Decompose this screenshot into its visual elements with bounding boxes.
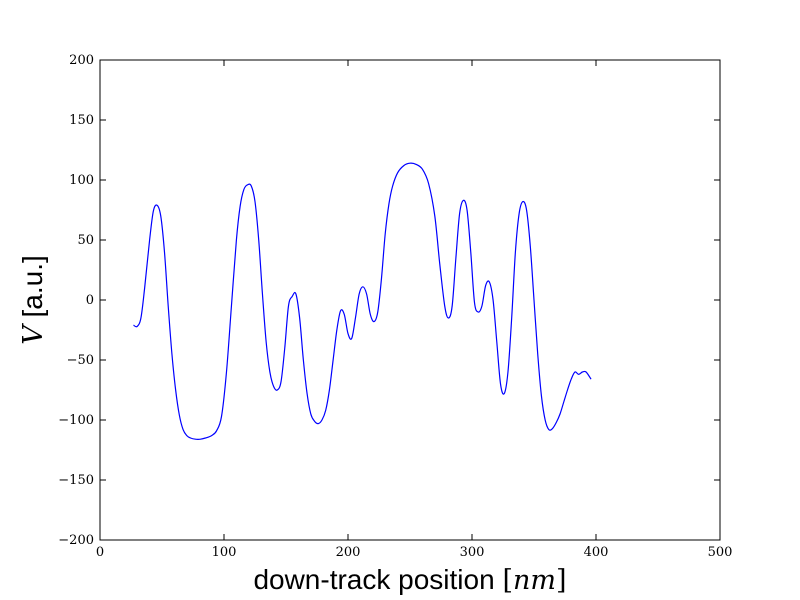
x-axis-label: down-track position [nm] [253, 564, 566, 596]
plot-background [100, 60, 720, 540]
y-tick-label: 100 [69, 173, 94, 188]
x-tick-label: 400 [584, 545, 609, 560]
y-tick-label: 50 [77, 233, 94, 248]
tick-labels: 0 100 200 300 400 500 −200 −150 −100 −50 0 50 100 150… [58, 53, 732, 560]
y-tick-label: 150 [69, 113, 94, 128]
plot-frame [99, 59, 721, 541]
x-tick-label: 0 [96, 545, 104, 560]
x-axis-unit-close: ] [556, 565, 567, 596]
y-tick-label: −200 [58, 533, 94, 548]
y-axis-label: V [a.u.] [17, 255, 49, 345]
x-tick-label: 200 [336, 545, 361, 560]
x-tick-label: 300 [460, 545, 485, 560]
y-axis-symbol: V [18, 323, 49, 345]
x-axis-unit: nm [513, 565, 556, 596]
x-tick-label: 500 [708, 545, 733, 560]
x-axis-unit-open: [ [502, 565, 513, 596]
y-tick-label: 0 [86, 293, 94, 308]
data-series-line [133, 162, 592, 440]
y-tick-label: −100 [58, 413, 94, 428]
y-tick-label: −50 [67, 353, 94, 368]
y-tick-label: 200 [69, 53, 94, 68]
y-tick-label: −150 [58, 473, 94, 488]
x-tick-label: 100 [212, 545, 237, 560]
